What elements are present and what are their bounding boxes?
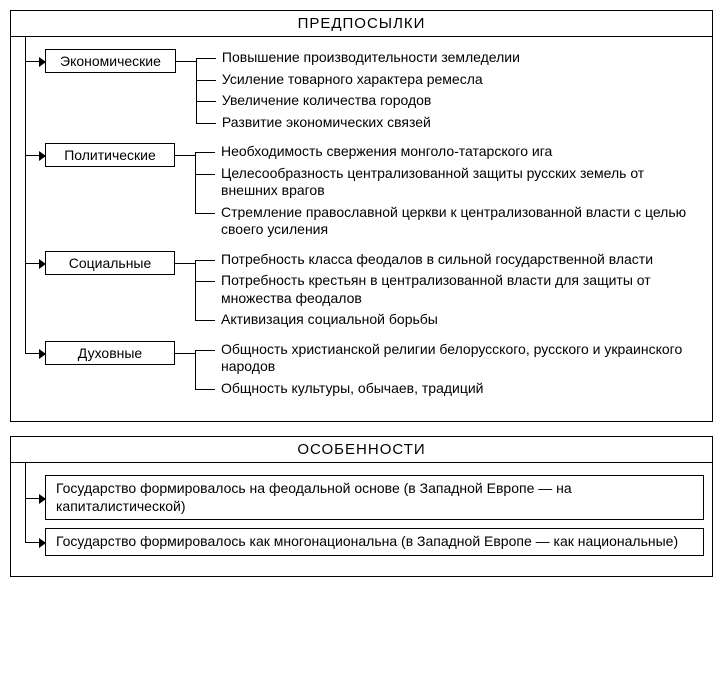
category-row: Социальные Потребность класса феодалов в …	[19, 251, 704, 329]
category-box: Политические	[45, 143, 175, 167]
arrow-icon	[19, 488, 45, 508]
arrow-icon	[19, 251, 45, 275]
category-box: Духовные	[45, 341, 175, 365]
feature-row: Государство формировалось на феодальной …	[19, 475, 704, 520]
item-text: Общность христианской религии белорусско…	[195, 341, 704, 376]
items-wrap: Общность христианской религии белорусско…	[195, 341, 704, 398]
feature-box: Государство формировалось на феодальной …	[45, 475, 704, 520]
item-text: Увеличение количества городов	[196, 92, 704, 110]
items-wrap: Повышение производительности земледелии У…	[196, 49, 704, 131]
items-wrap: Потребность класса феодалов в сильной го…	[195, 251, 704, 329]
connector-line	[176, 61, 196, 62]
features-section: ОСОБЕННОСТИ Государство формировалось на…	[10, 436, 713, 577]
connector-line	[175, 263, 195, 264]
prerequisites-section: ПРЕДПОСЫЛКИ Экономические Повышение произ…	[10, 10, 713, 422]
main-vline	[25, 37, 26, 353]
item-text: Общность культуры, обычаев, традиций	[195, 380, 704, 398]
features-title: ОСОБЕННОСТИ	[11, 437, 712, 463]
items-wrap: Необходимость свержения монголо-татарско…	[195, 143, 704, 239]
prerequisites-body: Экономические Повышение производительност…	[11, 37, 712, 421]
category-box: Экономические	[45, 49, 176, 73]
features-body: Государство формировалось на феодальной …	[11, 463, 712, 576]
feature-row: Государство формировалось как многонацио…	[19, 528, 704, 556]
category-row: Экономические Повышение производительност…	[19, 49, 704, 131]
connector-line	[175, 353, 195, 354]
category-box: Социальные	[45, 251, 175, 275]
arrow-icon	[19, 532, 45, 552]
item-text: Потребность крестьян в централизованной …	[195, 272, 704, 307]
arrow-icon	[19, 143, 45, 167]
feature-box: Государство формировалось как многонацио…	[45, 528, 704, 556]
item-text: Усиление товарного характера ремесла	[196, 71, 704, 89]
item-text: Необходимость свержения монголо-татарско…	[195, 143, 704, 161]
main-vline	[25, 463, 26, 542]
item-text: Активизация социальной борьбы	[195, 311, 704, 329]
arrow-icon	[19, 49, 45, 73]
category-row: Политические Необходимость свержения монг…	[19, 143, 704, 239]
category-row: Духовные Общность христианской религии бе…	[19, 341, 704, 398]
item-text: Целесообразность централизованной защиты…	[195, 165, 704, 200]
item-text: Повышение производительности земледелии	[196, 49, 704, 67]
connector-line	[175, 155, 195, 156]
arrow-icon	[19, 341, 45, 365]
prerequisites-title: ПРЕДПОСЫЛКИ	[11, 11, 712, 37]
item-text: Стремление православной церкви к централ…	[195, 204, 704, 239]
item-text: Развитие экономических связей	[196, 114, 704, 132]
item-text: Потребность класса феодалов в сильной го…	[195, 251, 704, 269]
